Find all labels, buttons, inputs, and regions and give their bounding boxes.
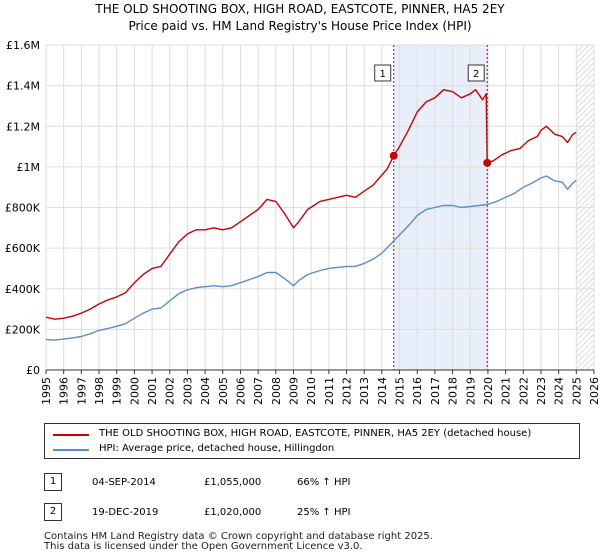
transaction-label-text: 2: [473, 69, 479, 80]
property-price-line: [45, 88, 577, 320]
legend-label-property: THE OLD SHOOTING BOX, HIGH ROAD, EASTCOT…: [99, 428, 532, 439]
x-tick-label: 2026: [588, 377, 600, 405]
y-tick-label: £0: [26, 364, 40, 377]
hpi-line: [45, 175, 577, 341]
transaction-date: 04-SEP-2014: [92, 477, 156, 488]
x-tick-label: 2025: [570, 377, 583, 405]
transaction-price: £1,020,000: [204, 507, 262, 518]
x-tick-label: 2020: [482, 377, 495, 405]
transaction-hpi-change: 66% ↑ HPI: [297, 477, 351, 488]
x-tick-label: 2018: [447, 377, 460, 405]
x-tick-label: 2019: [464, 377, 477, 405]
footer: Contains HM Land Registry data © Crown c…: [44, 532, 433, 552]
x-tick-label: 2023: [535, 377, 548, 405]
x-tick-label: 2002: [164, 377, 177, 405]
x-tick-label: 2022: [517, 377, 530, 405]
x-tick-label: 2005: [217, 377, 230, 405]
transaction-hpi-change: 25% ↑ HPI: [297, 507, 351, 518]
x-tick-label: 2007: [252, 377, 265, 405]
transaction-label-text: 1: [380, 69, 386, 80]
transaction-date: 19-DEC-2019: [92, 507, 159, 518]
footer-copyright: Contains HM Land Registry data © Crown c…: [44, 531, 433, 542]
y-tick-label: £600K: [5, 242, 41, 255]
x-tick-label: 2021: [500, 377, 513, 405]
transaction-point: [483, 158, 492, 167]
x-tick-label: 2000: [128, 377, 141, 405]
x-tick-label: 1999: [111, 377, 124, 405]
y-tick-label: £1.4M: [6, 80, 40, 93]
x-tick-label: 2013: [358, 377, 371, 405]
x-tick-label: 2010: [305, 377, 318, 405]
x-tick-label: 2004: [199, 377, 212, 405]
chart-legend: THE OLD SHOOTING BOX, HIGH ROAD, EASTCOT…: [44, 423, 580, 459]
transaction-number: 1: [44, 473, 62, 491]
x-tick-label: 1996: [58, 377, 71, 405]
transaction-number: 2: [44, 503, 62, 521]
y-tick-label: £1.2M: [6, 120, 40, 133]
x-tick-label: 2001: [146, 377, 159, 405]
x-tick-label: 2014: [376, 377, 389, 405]
y-tick-label: £1M: [17, 161, 41, 174]
transaction-label-frame: [467, 64, 485, 82]
x-tick-label: 2011: [323, 377, 336, 405]
x-tick-label: 2024: [553, 377, 566, 405]
x-tick-label: 1997: [75, 377, 88, 405]
transaction-point: [389, 151, 398, 160]
footer-licence: This data is licensed under the Open Gov…: [44, 541, 363, 552]
y-tick-label: £200K: [5, 323, 41, 336]
x-tick-label: 2003: [181, 377, 194, 405]
x-tick-label: 2012: [341, 377, 354, 405]
chart-subtitle: Price paid vs. HM Land Registry's House …: [128, 19, 472, 33]
x-tick-label: 1998: [93, 377, 106, 405]
transaction-label-box: 2: [467, 64, 485, 82]
legend-swatch-hpi: [53, 449, 89, 451]
x-tick-label: 1995: [40, 377, 53, 405]
transaction-price: £1,055,000: [204, 477, 262, 488]
y-tick-label: £400K: [5, 283, 41, 296]
transaction-label-frame: [374, 64, 392, 82]
transaction-label-box: 1: [374, 64, 392, 82]
x-tick-label: 2009: [287, 377, 300, 405]
y-tick-label: £800K: [5, 202, 41, 215]
x-tick-label: 2015: [394, 377, 407, 405]
price-chart: 1 2 £0 £200K £400K £600K £800K £1M £1.2M £1.4M £1.…: [5, 39, 600, 405]
legend-label-hpi: HPI: Average price, detached house, Hill…: [99, 443, 335, 454]
legend-swatch-property: [53, 434, 89, 436]
chart-title: THE OLD SHOOTING BOX, HIGH ROAD, EASTCOT…: [95, 2, 505, 16]
x-tick-label: 2008: [270, 377, 283, 405]
x-tick-label: 2017: [429, 377, 442, 405]
x-tick-label: 2006: [234, 377, 247, 405]
y-tick-label: £1.6M: [6, 39, 40, 52]
x-tick-label: 2016: [411, 377, 424, 405]
